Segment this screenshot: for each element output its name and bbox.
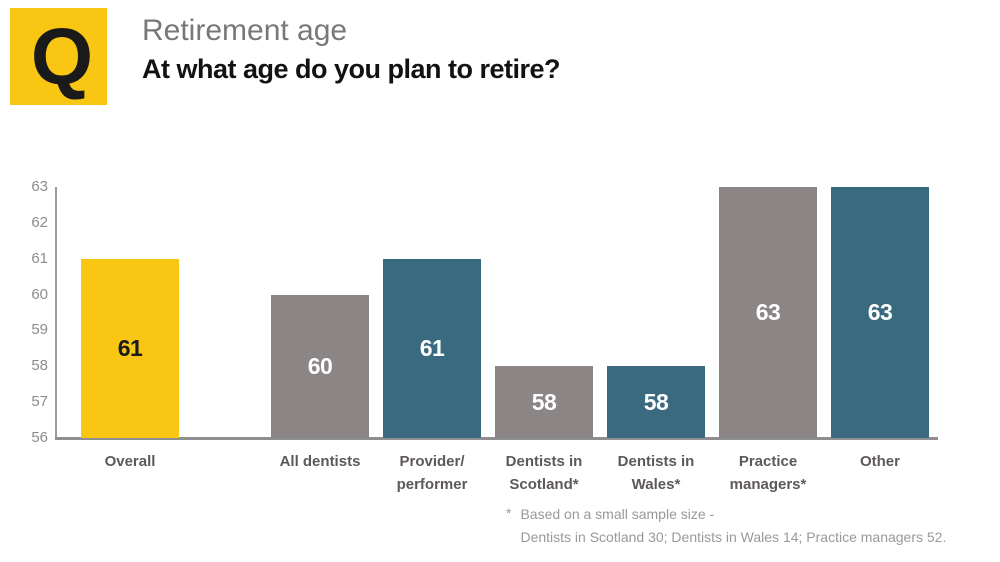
bar-value-label: 58: [531, 388, 557, 415]
y-tick-label-58: 58: [31, 357, 48, 375]
x-category-label: All dentists: [279, 453, 361, 470]
bar-value-label: 61: [117, 334, 143, 361]
x-axis-line: [55, 437, 938, 440]
footnote-line-2: Dentists in Scotland 30; Dentists in Wal…: [520, 529, 947, 545]
footnote-line-1: Based on a small sample size -: [520, 506, 715, 522]
bar-practice-managers: 63: [719, 187, 817, 438]
y-tick-label-61: 61: [31, 249, 48, 267]
q-logo-letter: Q: [30, 11, 93, 101]
x-category-label: Other: [859, 453, 900, 470]
bar-value-label: 58: [643, 388, 669, 415]
bar-provider-performer: 61: [383, 258, 481, 438]
bar-value-label: 60: [307, 352, 333, 379]
bar-all-dentists: 60: [271, 294, 369, 438]
bar-other: 63: [831, 187, 929, 438]
bar-value-label: 63: [755, 299, 781, 325]
footnote-asterisk: *: [506, 505, 512, 521]
x-category-label: Provider/performer: [396, 453, 468, 493]
x-category-label: Dentists in Scotland*: [505, 453, 583, 493]
bar-overall: 61: [81, 258, 179, 438]
bar-dentists-in-scotland: 58: [495, 366, 593, 438]
bar-value-label: 61: [419, 334, 445, 361]
y-tick-label-63: 63: [31, 178, 48, 195]
bar-dentists-in-wales: 58: [607, 366, 705, 438]
chart-question-title: At what age do you plan to retire?: [142, 54, 561, 84]
q-logo: Q: [10, 8, 107, 105]
y-tick-label-57: 57: [31, 393, 48, 411]
x-category-label: Overall: [104, 453, 156, 470]
y-tick-label-59: 59: [31, 321, 48, 339]
footnote-text: Based on a small sample size - Dentists …: [520, 503, 946, 549]
y-tick-label-60: 60: [31, 285, 48, 303]
x-category-label: Dentists in Wales*: [617, 453, 695, 493]
bar-value-label: 63: [867, 299, 893, 325]
y-tick-label-62: 62: [31, 213, 48, 231]
y-tick-label-56: 56: [31, 429, 48, 446]
y-axis-line: [55, 187, 57, 439]
footnote: * Based on a small sample size - Dentist…: [506, 503, 946, 549]
chart-category-title: Retirement age: [142, 14, 348, 47]
x-category-label: Practice managers*: [729, 453, 807, 493]
